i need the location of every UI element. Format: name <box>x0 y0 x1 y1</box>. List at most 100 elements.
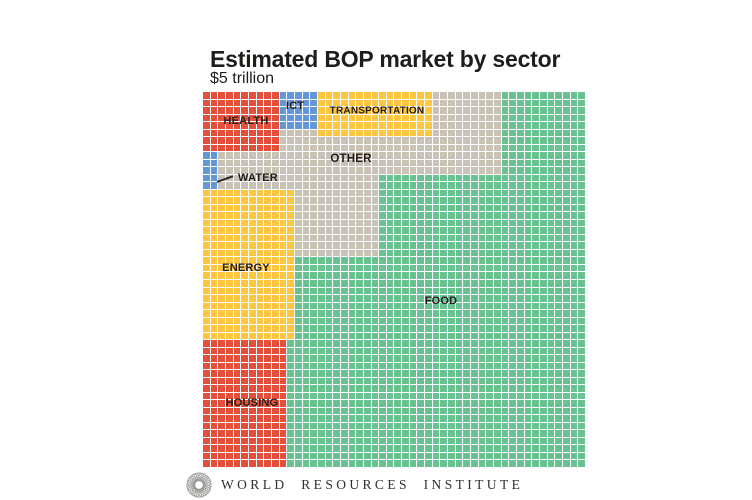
waffle-cell-food <box>540 144 547 152</box>
waffle-cell-food <box>501 340 509 347</box>
waffle-cell-food <box>547 452 555 460</box>
waffle-cell-food <box>563 107 570 114</box>
waffle-cell-food <box>532 107 540 114</box>
waffle-cell-food <box>486 212 494 219</box>
waffle-cell-energy <box>256 287 264 295</box>
waffle-cell-food <box>394 452 402 460</box>
waffle-cell-food <box>402 219 409 227</box>
waffle-cell-housing <box>271 437 279 445</box>
waffle-cell-food <box>547 347 555 355</box>
waffle-cell-food <box>379 332 386 340</box>
waffle-cell-energy <box>287 242 294 249</box>
waffle-cell-energy <box>271 310 279 317</box>
waffle-cell-health <box>210 92 218 99</box>
waffle-cell-housing <box>218 370 225 377</box>
waffle-cell-housing <box>256 385 264 392</box>
waffle-cell-food <box>417 407 425 415</box>
waffle-cell-food <box>501 460 509 467</box>
waffle-cell-energy <box>203 204 210 212</box>
waffle-cell-food <box>578 430 585 437</box>
waffle-cell-other <box>294 174 302 182</box>
waffle-cell-food <box>540 264 547 272</box>
waffle-cell-energy <box>287 197 294 204</box>
waffle-cell-housing <box>210 400 218 407</box>
waffle-cell-energy <box>264 310 271 317</box>
waffle-cell-other <box>363 204 371 212</box>
waffle-cell-other <box>256 159 264 167</box>
waffle-cell-transportation <box>340 107 348 114</box>
waffle-cell-ict <box>279 92 287 99</box>
waffle-cell-food <box>478 392 486 400</box>
waffle-cell-food <box>287 407 294 415</box>
waffle-cell-food <box>409 279 417 287</box>
waffle-cell-other <box>333 219 340 227</box>
waffle-cell-transportation <box>363 114 371 122</box>
waffle-cell-energy <box>203 332 210 340</box>
waffle-cell-other <box>233 182 241 189</box>
waffle-cell-transportation <box>425 92 432 99</box>
waffle-cell-other <box>363 242 371 249</box>
waffle-cell-other <box>218 152 225 159</box>
waffle-cell-food <box>386 182 394 189</box>
waffle-cell-housing <box>241 407 248 415</box>
waffle-cell-food <box>294 445 302 452</box>
waffle-cell-energy <box>225 264 233 272</box>
waffle-cell-food <box>494 385 501 392</box>
waffle-cell-food <box>448 347 455 355</box>
waffle-cell-food <box>540 310 547 317</box>
waffle-cell-other <box>310 182 317 189</box>
waffle-cell-energy <box>210 242 218 249</box>
waffle-cell-food <box>555 92 563 99</box>
waffle-cell-food <box>455 355 463 362</box>
waffle-cell-food <box>486 362 494 370</box>
waffle-cell-food <box>532 279 540 287</box>
waffle-cell-housing <box>241 452 248 460</box>
waffle-cell-other <box>440 137 448 144</box>
waffle-cell-food <box>386 370 394 377</box>
waffle-cell-food <box>547 445 555 452</box>
waffle-cell-food <box>294 295 302 302</box>
waffle-cell-other <box>302 152 310 159</box>
waffle-cell-food <box>356 392 363 400</box>
waffle-cell-food <box>363 325 371 332</box>
waffle-cell-food <box>563 332 570 340</box>
waffle-cell-food <box>501 204 509 212</box>
waffle-cell-food <box>486 340 494 347</box>
waffle-cell-food <box>547 325 555 332</box>
waffle-cell-food <box>379 212 386 219</box>
waffle-cell-food <box>471 407 478 415</box>
waffle-cell-transportation <box>371 107 379 114</box>
waffle-cell-energy <box>233 197 241 204</box>
waffle-cell-housing <box>248 347 256 355</box>
waffle-cell-food <box>333 452 340 460</box>
waffle-cell-food <box>417 219 425 227</box>
waffle-cell-energy <box>225 287 233 295</box>
waffle-cell-food <box>570 385 578 392</box>
waffle-cell-other <box>463 92 471 99</box>
waffle-cell-food <box>287 377 294 385</box>
waffle-cell-food <box>524 159 532 167</box>
waffle-cell-food <box>478 340 486 347</box>
waffle-cell-food <box>555 422 563 430</box>
waffle-cell-housing <box>218 347 225 355</box>
waffle-cell-transportation <box>371 114 379 122</box>
waffle-cell-health <box>248 107 256 114</box>
waffle-cell-food <box>440 182 448 189</box>
waffle-cell-food <box>325 295 333 302</box>
waffle-cell-food <box>371 452 379 460</box>
waffle-cell-food <box>494 257 501 264</box>
waffle-cell-other <box>302 234 310 242</box>
waffle-cell-other <box>333 197 340 204</box>
waffle-cell-food <box>287 415 294 422</box>
waffle-cell-energy <box>233 204 241 212</box>
waffle-cell-food <box>356 377 363 385</box>
waffle-cell-food <box>501 392 509 400</box>
waffle-cell-food <box>340 422 348 430</box>
waffle-cell-food <box>524 385 532 392</box>
waffle-cell-food <box>555 129 563 137</box>
waffle-cell-other <box>417 152 425 159</box>
waffle-cell-food <box>555 407 563 415</box>
waffle-cell-food <box>494 392 501 400</box>
waffle-cell-transportation <box>402 114 409 122</box>
waffle-cell-food <box>517 99 524 107</box>
